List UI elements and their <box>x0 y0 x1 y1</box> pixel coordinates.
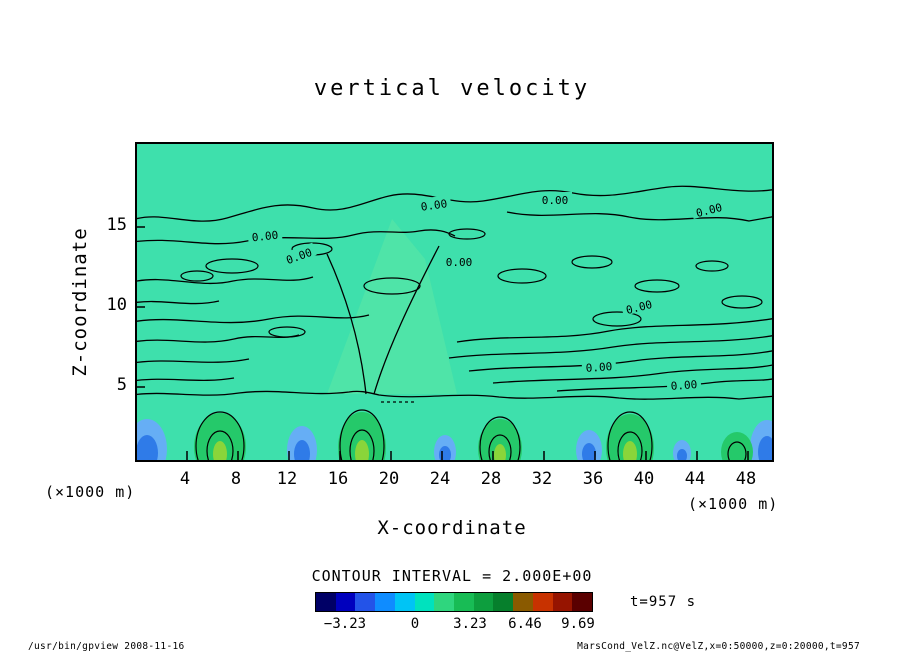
contour-plot-frame: 0.00 0.00 0.00 0.00 0.00 0.00 0.00 0.00 … <box>135 142 774 462</box>
x-tick-label: 12 <box>276 469 298 489</box>
colorbar-segment <box>434 593 455 611</box>
x-unit-label-left: (×1000 m) <box>45 483 136 501</box>
x-tick-label: 4 <box>179 469 191 489</box>
colorbar-segment <box>493 593 514 611</box>
x-tick-label: 40 <box>633 469 655 489</box>
colorbar-tick-label: −3.23 <box>323 616 367 632</box>
colorbar-segment <box>572 593 593 611</box>
colorbar-segment <box>552 593 573 611</box>
colorbar-segment <box>316 593 336 611</box>
x-tick-label: 24 <box>429 469 451 489</box>
time-annotation: t=957 s <box>630 594 697 610</box>
colorbar-segment <box>355 593 376 611</box>
colorbar <box>315 592 593 612</box>
y-tick-label: 5 <box>116 375 127 395</box>
x-tick-label: 44 <box>684 469 706 489</box>
contour-interval-caption: CONTOUR INTERVAL = 2.000E+00 <box>311 567 593 585</box>
y-tick-label: 15 <box>106 215 127 235</box>
x-tick-label: 8 <box>230 469 242 489</box>
x-axis-label: X-coordinate <box>377 517 527 539</box>
y-tick-label: 10 <box>106 295 127 315</box>
colorbar-tick-label: 6.46 <box>508 616 542 632</box>
axis-tick-marks <box>137 226 749 460</box>
x-tick-label: 32 <box>531 469 553 489</box>
zero-contour-label: 0.00 <box>446 256 473 269</box>
contour-plot-canvas: 0.00 0.00 0.00 0.00 0.00 0.00 0.00 0.00 … <box>137 144 772 460</box>
zero-contour-label: 0.00 <box>585 360 612 375</box>
updraft-cells <box>194 409 753 460</box>
colorbar-segment <box>532 593 553 611</box>
zero-contour-label: 0.00 <box>251 229 279 245</box>
footer-data-source-stamp: MarsCond_VelZ.nc@VelZ,x=0:50000,z=0:2000… <box>577 641 860 652</box>
x-tick-label: 20 <box>378 469 400 489</box>
x-tick-label: 16 <box>327 469 349 489</box>
colorbar-segment <box>414 593 435 611</box>
zero-contour-label: 0.00 <box>670 378 697 393</box>
x-tick-label: 48 <box>735 469 757 489</box>
x-unit-label-right: (×1000 m) <box>688 495 779 513</box>
x-tick-label: 28 <box>480 469 502 489</box>
zero-contour-label: 0.00 <box>420 197 448 214</box>
zero-contour-label: 0.00 <box>625 298 654 317</box>
colorbar-segment <box>394 593 415 611</box>
x-tick-label: 36 <box>582 469 604 489</box>
plot-background <box>137 144 772 460</box>
page-title: vertical velocity <box>313 76 591 101</box>
zero-contour-label: 0.00 <box>542 194 569 207</box>
colorbar-tick-label: 3.23 <box>453 616 487 632</box>
colorbar-segment <box>335 593 356 611</box>
colorbar-tick-label: 0 <box>410 616 420 632</box>
zero-contour-label: 0.00 <box>695 201 724 220</box>
colorbar-segment <box>513 593 533 611</box>
colorbar-tick-labels: −3.23 0 3.23 6.46 9.69 <box>315 616 595 634</box>
colorbar-tick-label: 9.69 <box>561 616 595 632</box>
colorbar-segment <box>454 593 474 611</box>
footer-command-stamp: /usr/bin/gpview 2008-11-16 <box>28 641 185 652</box>
colorbar-segment <box>375 593 395 611</box>
colorbar-segment <box>473 593 494 611</box>
